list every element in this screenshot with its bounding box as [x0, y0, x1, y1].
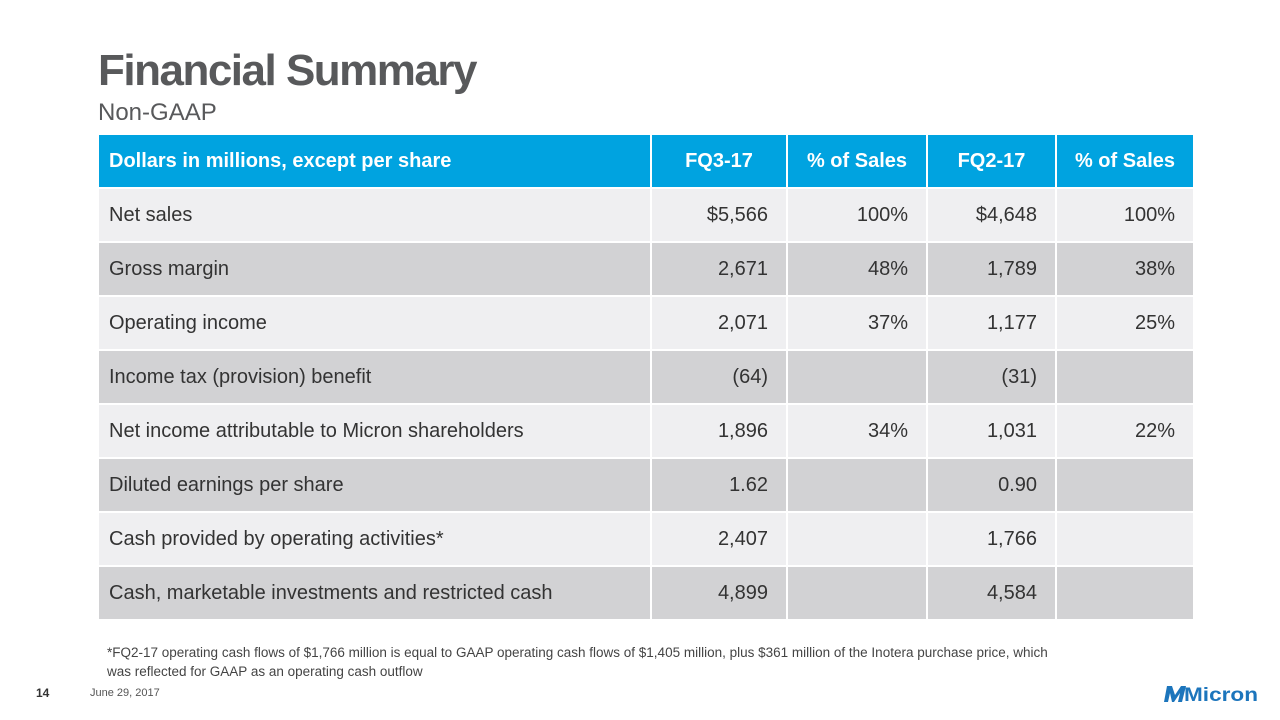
row-label: Gross margin: [97, 241, 652, 297]
cell-fq3-pct: [786, 457, 928, 513]
cell-fq3-pct: 48%: [786, 241, 928, 297]
column-header-label: Dollars in millions, except per share: [97, 133, 652, 189]
page-number: 14: [36, 686, 50, 700]
page-subtitle: Non-GAAP: [98, 99, 217, 126]
table-row: Net sales $5,566 100% $4,648 100%: [97, 187, 1195, 243]
cell-fq3-17: $5,566: [650, 187, 788, 243]
cell-fq3-pct: 37%: [786, 295, 928, 351]
cell-fq2-pct: 22%: [1055, 403, 1195, 459]
cell-fq2-17: $4,648: [926, 187, 1057, 243]
cell-fq2-17: (31): [926, 349, 1057, 405]
table-row: Cash, marketable investments and restric…: [97, 565, 1195, 621]
cell-fq2-pct: [1055, 511, 1195, 567]
row-label: Cash, marketable investments and restric…: [97, 565, 652, 621]
column-header-fq3-pct-sales: % of Sales: [786, 133, 928, 189]
row-label: Income tax (provision) benefit: [97, 349, 652, 405]
column-header-fq2-17: FQ2-17: [926, 133, 1057, 189]
cell-fq3-17: 1.62: [650, 457, 788, 513]
cell-fq2-pct: [1055, 457, 1195, 513]
cell-fq2-pct: [1055, 349, 1195, 405]
cell-fq3-17: 2,671: [650, 241, 788, 297]
cell-fq2-17: 4,584: [926, 565, 1057, 621]
cell-fq3-pct: [786, 511, 928, 567]
cell-fq3-17: 2,071: [650, 295, 788, 351]
cell-fq3-17: (64): [650, 349, 788, 405]
micron-logo-mark: [1164, 686, 1186, 702]
table-header-row: Dollars in millions, except per share FQ…: [97, 133, 1195, 189]
table-row: Gross margin 2,671 48% 1,789 38%: [97, 241, 1195, 297]
table-row: Diluted earnings per share 1.62 0.90: [97, 457, 1195, 513]
row-label: Net income attributable to Micron shareh…: [97, 403, 652, 459]
footer-date: June 29, 2017: [90, 687, 160, 699]
table-row: Income tax (provision) benefit (64) (31): [97, 349, 1195, 405]
cell-fq3-17: 4,899: [650, 565, 788, 621]
cell-fq2-pct: 100%: [1055, 187, 1195, 243]
row-label: Cash provided by operating activities*: [97, 511, 652, 567]
micron-logo-text: Micron: [1184, 685, 1258, 706]
footnote: *FQ2-17 operating cash flows of $1,766 m…: [107, 645, 1048, 679]
table-row: Operating income 2,071 37% 1,177 25%: [97, 295, 1195, 351]
row-label: Diluted earnings per share: [97, 457, 652, 513]
cell-fq2-17: 1,766: [926, 511, 1057, 567]
table-row: Cash provided by operating activities* 2…: [97, 511, 1195, 567]
page-title: Financial Summary: [98, 46, 477, 95]
cell-fq2-17: 1,789: [926, 241, 1057, 297]
cell-fq3-17: 1,896: [650, 403, 788, 459]
column-header-fq3-17: FQ3-17: [650, 133, 788, 189]
cell-fq3-17: 2,407: [650, 511, 788, 567]
cell-fq2-17: 0.90: [926, 457, 1057, 513]
cell-fq3-pct: 34%: [786, 403, 928, 459]
micron-logo: Micron: [1164, 685, 1258, 706]
cell-fq3-pct: [786, 565, 928, 621]
cell-fq3-pct: [786, 349, 928, 405]
cell-fq3-pct: 100%: [786, 187, 928, 243]
table-row: Net income attributable to Micron shareh…: [97, 403, 1195, 459]
cell-fq2-17: 1,177: [926, 295, 1057, 351]
financial-table: Dollars in millions, except per share FQ…: [97, 133, 1195, 621]
row-label: Net sales: [97, 187, 652, 243]
column-header-fq2-pct-sales: % of Sales: [1055, 133, 1195, 189]
cell-fq2-pct: [1055, 565, 1195, 621]
cell-fq2-pct: 38%: [1055, 241, 1195, 297]
row-label: Operating income: [97, 295, 652, 351]
cell-fq2-17: 1,031: [926, 403, 1057, 459]
cell-fq2-pct: 25%: [1055, 295, 1195, 351]
